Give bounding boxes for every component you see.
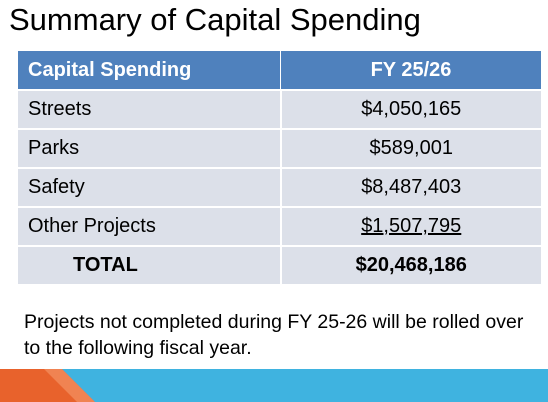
row-name-parks: Parks	[18, 129, 282, 169]
footer-orange-highlight	[44, 369, 95, 402]
table-row: Parks $589,001	[18, 129, 541, 169]
table-row: Other Projects $1,507,795	[18, 207, 541, 247]
footer-accent-graphic	[0, 369, 95, 402]
row-amount-other-projects: $1,507,795	[361, 215, 462, 237]
table-row: Streets $4,050,165	[18, 90, 541, 130]
total-amount: $20,468,186	[280, 246, 541, 284]
table-header-row: Capital Spending FY 25/26	[18, 51, 541, 91]
row-amount-parks: $589,001	[280, 129, 541, 169]
capital-spending-table: Capital Spending FY 25/26 Streets $4,050…	[18, 51, 541, 284]
row-amount-streets: $4,050,165	[280, 90, 541, 130]
total-label: TOTAL	[18, 246, 282, 284]
footnote-text: Projects not completed during FY 25-26 w…	[24, 311, 524, 359]
row-name-safety: Safety	[18, 168, 282, 208]
row-name-other-projects: Other Projects	[18, 207, 282, 247]
row-amount-safety: $8,487,403	[280, 168, 541, 208]
total-row: TOTAL $20,468,186	[18, 246, 541, 284]
table-row: Safety $8,487,403	[18, 168, 541, 208]
slide-title: Summary of Capital Spending	[9, 2, 421, 37]
footer-decoration	[0, 369, 548, 402]
header-fy-25-26: FY 25/26	[280, 51, 541, 91]
row-amount-other-projects-cell: $1,507,795	[280, 207, 541, 247]
header-capital-spending: Capital Spending	[18, 51, 281, 91]
row-name-streets: Streets	[18, 90, 282, 130]
